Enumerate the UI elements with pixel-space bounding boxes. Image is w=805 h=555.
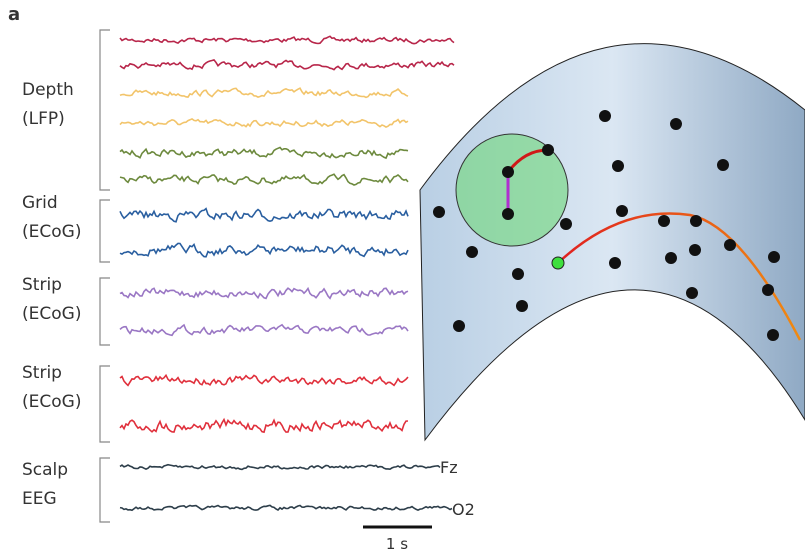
point bbox=[516, 300, 528, 312]
bracket bbox=[99, 365, 110, 443]
trace bbox=[119, 35, 455, 45]
neighborhood bbox=[455, 133, 569, 247]
point bbox=[542, 144, 554, 156]
point bbox=[689, 244, 701, 256]
channel-label: O2 bbox=[452, 500, 475, 519]
point bbox=[767, 329, 779, 341]
group-label: Scalp bbox=[22, 460, 68, 480]
bracket bbox=[99, 277, 110, 346]
group-labels: Depth (LFP) Grid (ECoG) Strip (ECoG) Strip (ECo… bbox=[22, 29, 110, 523]
trace bbox=[119, 323, 409, 337]
trace bbox=[119, 286, 409, 300]
trajectory bbox=[557, 212, 802, 341]
group-label: (LFP) bbox=[22, 109, 65, 129]
channel-label: Fz bbox=[440, 458, 458, 477]
group-label: Strip bbox=[22, 363, 62, 383]
point bbox=[560, 218, 572, 230]
trace bbox=[119, 504, 453, 512]
point bbox=[433, 206, 445, 218]
point bbox=[686, 287, 698, 299]
point bbox=[724, 239, 736, 251]
trace bbox=[119, 146, 409, 160]
group-label: Strip bbox=[22, 275, 62, 295]
trace bbox=[119, 207, 409, 223]
trace bbox=[119, 463, 441, 471]
point bbox=[502, 208, 514, 220]
points bbox=[433, 110, 780, 341]
trace bbox=[119, 87, 409, 99]
point bbox=[502, 166, 514, 178]
point bbox=[609, 257, 621, 269]
manifold bbox=[419, 43, 805, 442]
point bbox=[466, 246, 478, 258]
point bbox=[762, 284, 774, 296]
trace bbox=[119, 373, 409, 387]
trace bbox=[119, 117, 409, 129]
trace bbox=[119, 173, 409, 186]
group-label: (ECoG) bbox=[22, 304, 81, 324]
point bbox=[616, 205, 628, 217]
bracket bbox=[99, 29, 110, 191]
group-label: Depth bbox=[22, 80, 74, 100]
point bbox=[690, 215, 702, 227]
scale-label: 1 s bbox=[386, 535, 408, 553]
point bbox=[512, 268, 524, 280]
point bbox=[658, 215, 670, 227]
point bbox=[670, 118, 682, 130]
trace bbox=[119, 58, 455, 71]
point bbox=[453, 320, 465, 332]
bracket bbox=[99, 457, 110, 523]
start-point bbox=[551, 256, 565, 270]
point bbox=[612, 160, 624, 172]
group-label: (ECoG) bbox=[22, 222, 81, 242]
panel-label: a bbox=[8, 4, 20, 25]
point bbox=[599, 110, 611, 122]
point bbox=[665, 252, 677, 264]
group-label: EEG bbox=[22, 489, 57, 509]
group-label: (ECoG) bbox=[22, 392, 81, 412]
signal-traces bbox=[119, 35, 455, 512]
group-label: Grid bbox=[22, 193, 58, 213]
point bbox=[768, 251, 780, 263]
trace bbox=[119, 242, 409, 258]
point bbox=[717, 159, 729, 171]
trace bbox=[119, 417, 409, 434]
bracket bbox=[99, 199, 110, 263]
